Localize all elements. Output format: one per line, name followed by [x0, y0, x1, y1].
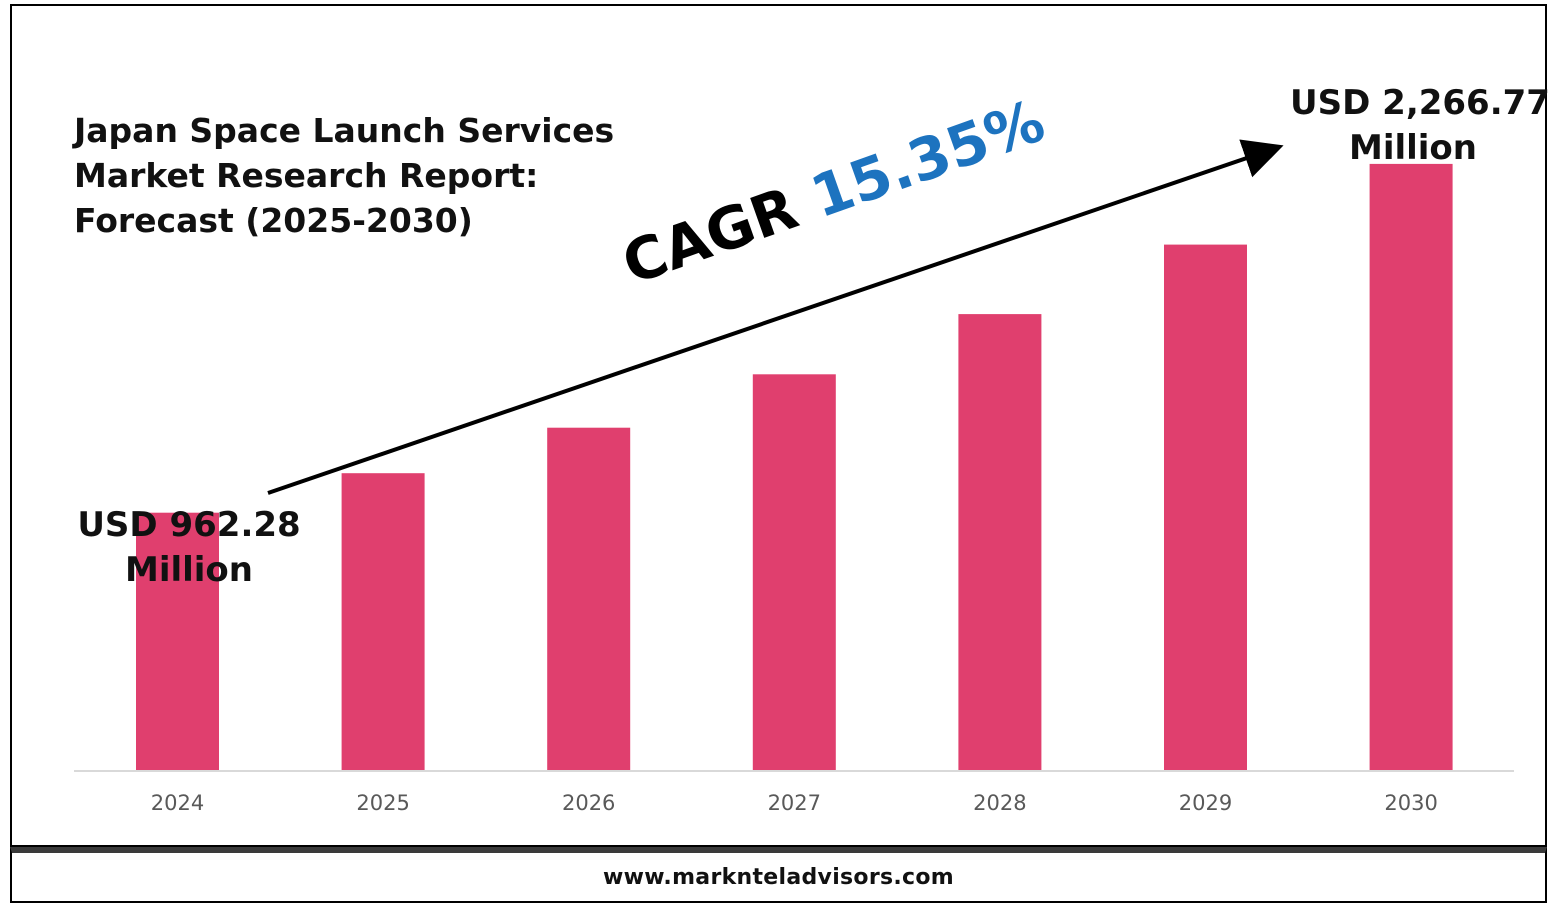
- start-value-line-2: Million: [124, 550, 253, 590]
- x-tick-label-2029: 2029: [1179, 791, 1232, 815]
- bar-2026: [547, 427, 631, 770]
- chart-title: Japan Space Launch Services Market Resea…: [74, 108, 694, 243]
- end-value-annotation: USD 2,266.77 Million: [1290, 81, 1550, 171]
- website-link[interactable]: www.marknteladvisors.com: [602, 865, 955, 890]
- chart-title-line-2: Market Research Report:: [74, 156, 539, 195]
- x-tick-label-2024: 2024: [151, 791, 204, 815]
- x-tick-label-2028: 2028: [973, 791, 1026, 815]
- x-tick-label-2030: 2030: [1384, 791, 1437, 815]
- bar-2028: [958, 314, 1042, 770]
- cagr-trend-arrow: [267, 139, 1284, 495]
- x-tick-labels: 2024 2025 2026 2027 2028 2029 2030: [151, 791, 1438, 815]
- x-tick-label-2026: 2026: [562, 791, 615, 815]
- start-value-line-1: USD 962.28: [77, 505, 301, 545]
- bar-2027: [752, 374, 836, 770]
- end-value-line-1: USD 2,266.77: [1290, 83, 1550, 123]
- bars-layer: [136, 163, 1453, 771]
- bar-2025: [341, 473, 425, 770]
- bar-2029: [1164, 244, 1247, 771]
- footer-band: www.marknteladvisors.com: [10, 847, 1547, 903]
- start-value-annotation: USD 962.28 Million: [74, 503, 304, 593]
- chart-title-line-3: Forecast (2025-2030): [74, 201, 473, 240]
- end-value-line-2: Million: [1348, 128, 1477, 168]
- x-tick-label-2025: 2025: [356, 791, 409, 815]
- x-tick-label-2027: 2027: [768, 791, 821, 815]
- bar-2030: [1369, 163, 1453, 770]
- bar-2024: [136, 512, 219, 770]
- chart-title-line-1: Japan Space Launch Services: [74, 111, 615, 150]
